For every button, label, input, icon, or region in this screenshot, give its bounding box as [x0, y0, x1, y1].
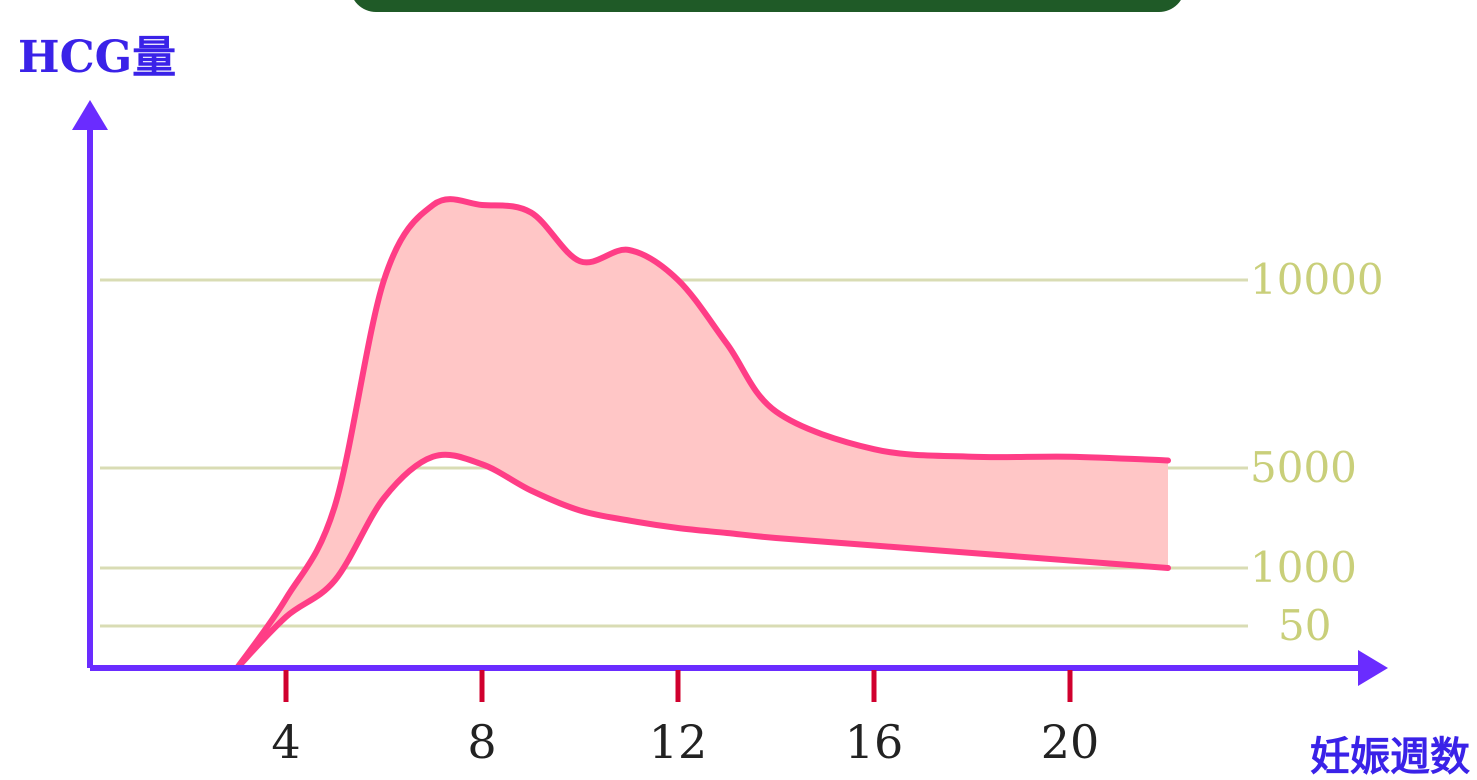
- hcg-range-band: [234, 196, 1171, 671]
- y-tick-labels: 50 1000 5000 10000: [1250, 255, 1384, 650]
- top-banner: [354, 0, 1181, 12]
- y-tick-label: 50: [1278, 601, 1331, 650]
- range-fill: [237, 199, 1168, 669]
- x-tick-label: 4: [271, 715, 300, 769]
- y-tick-label: 5000: [1250, 443, 1357, 492]
- upper-bound-line: [234, 196, 1171, 671]
- x-tick-label: 20: [1041, 715, 1100, 769]
- axes: [72, 100, 1388, 686]
- x-tick-label: 12: [649, 715, 708, 769]
- lower-bound-line: [234, 451, 1171, 671]
- y-axis-arrowhead: [72, 100, 108, 130]
- y-tick-label: 1000: [1250, 543, 1357, 592]
- y-tick-label: 10000: [1250, 255, 1384, 304]
- x-axis-title: 妊娠週数: [1310, 734, 1470, 780]
- x-tick-label: 8: [467, 715, 496, 769]
- y-axis-title: HCG量: [18, 32, 176, 83]
- x-axis-arrowhead: [1358, 650, 1388, 686]
- x-ticks: 4 8 12 16 20: [271, 670, 1099, 769]
- x-tick-label: 16: [845, 715, 904, 769]
